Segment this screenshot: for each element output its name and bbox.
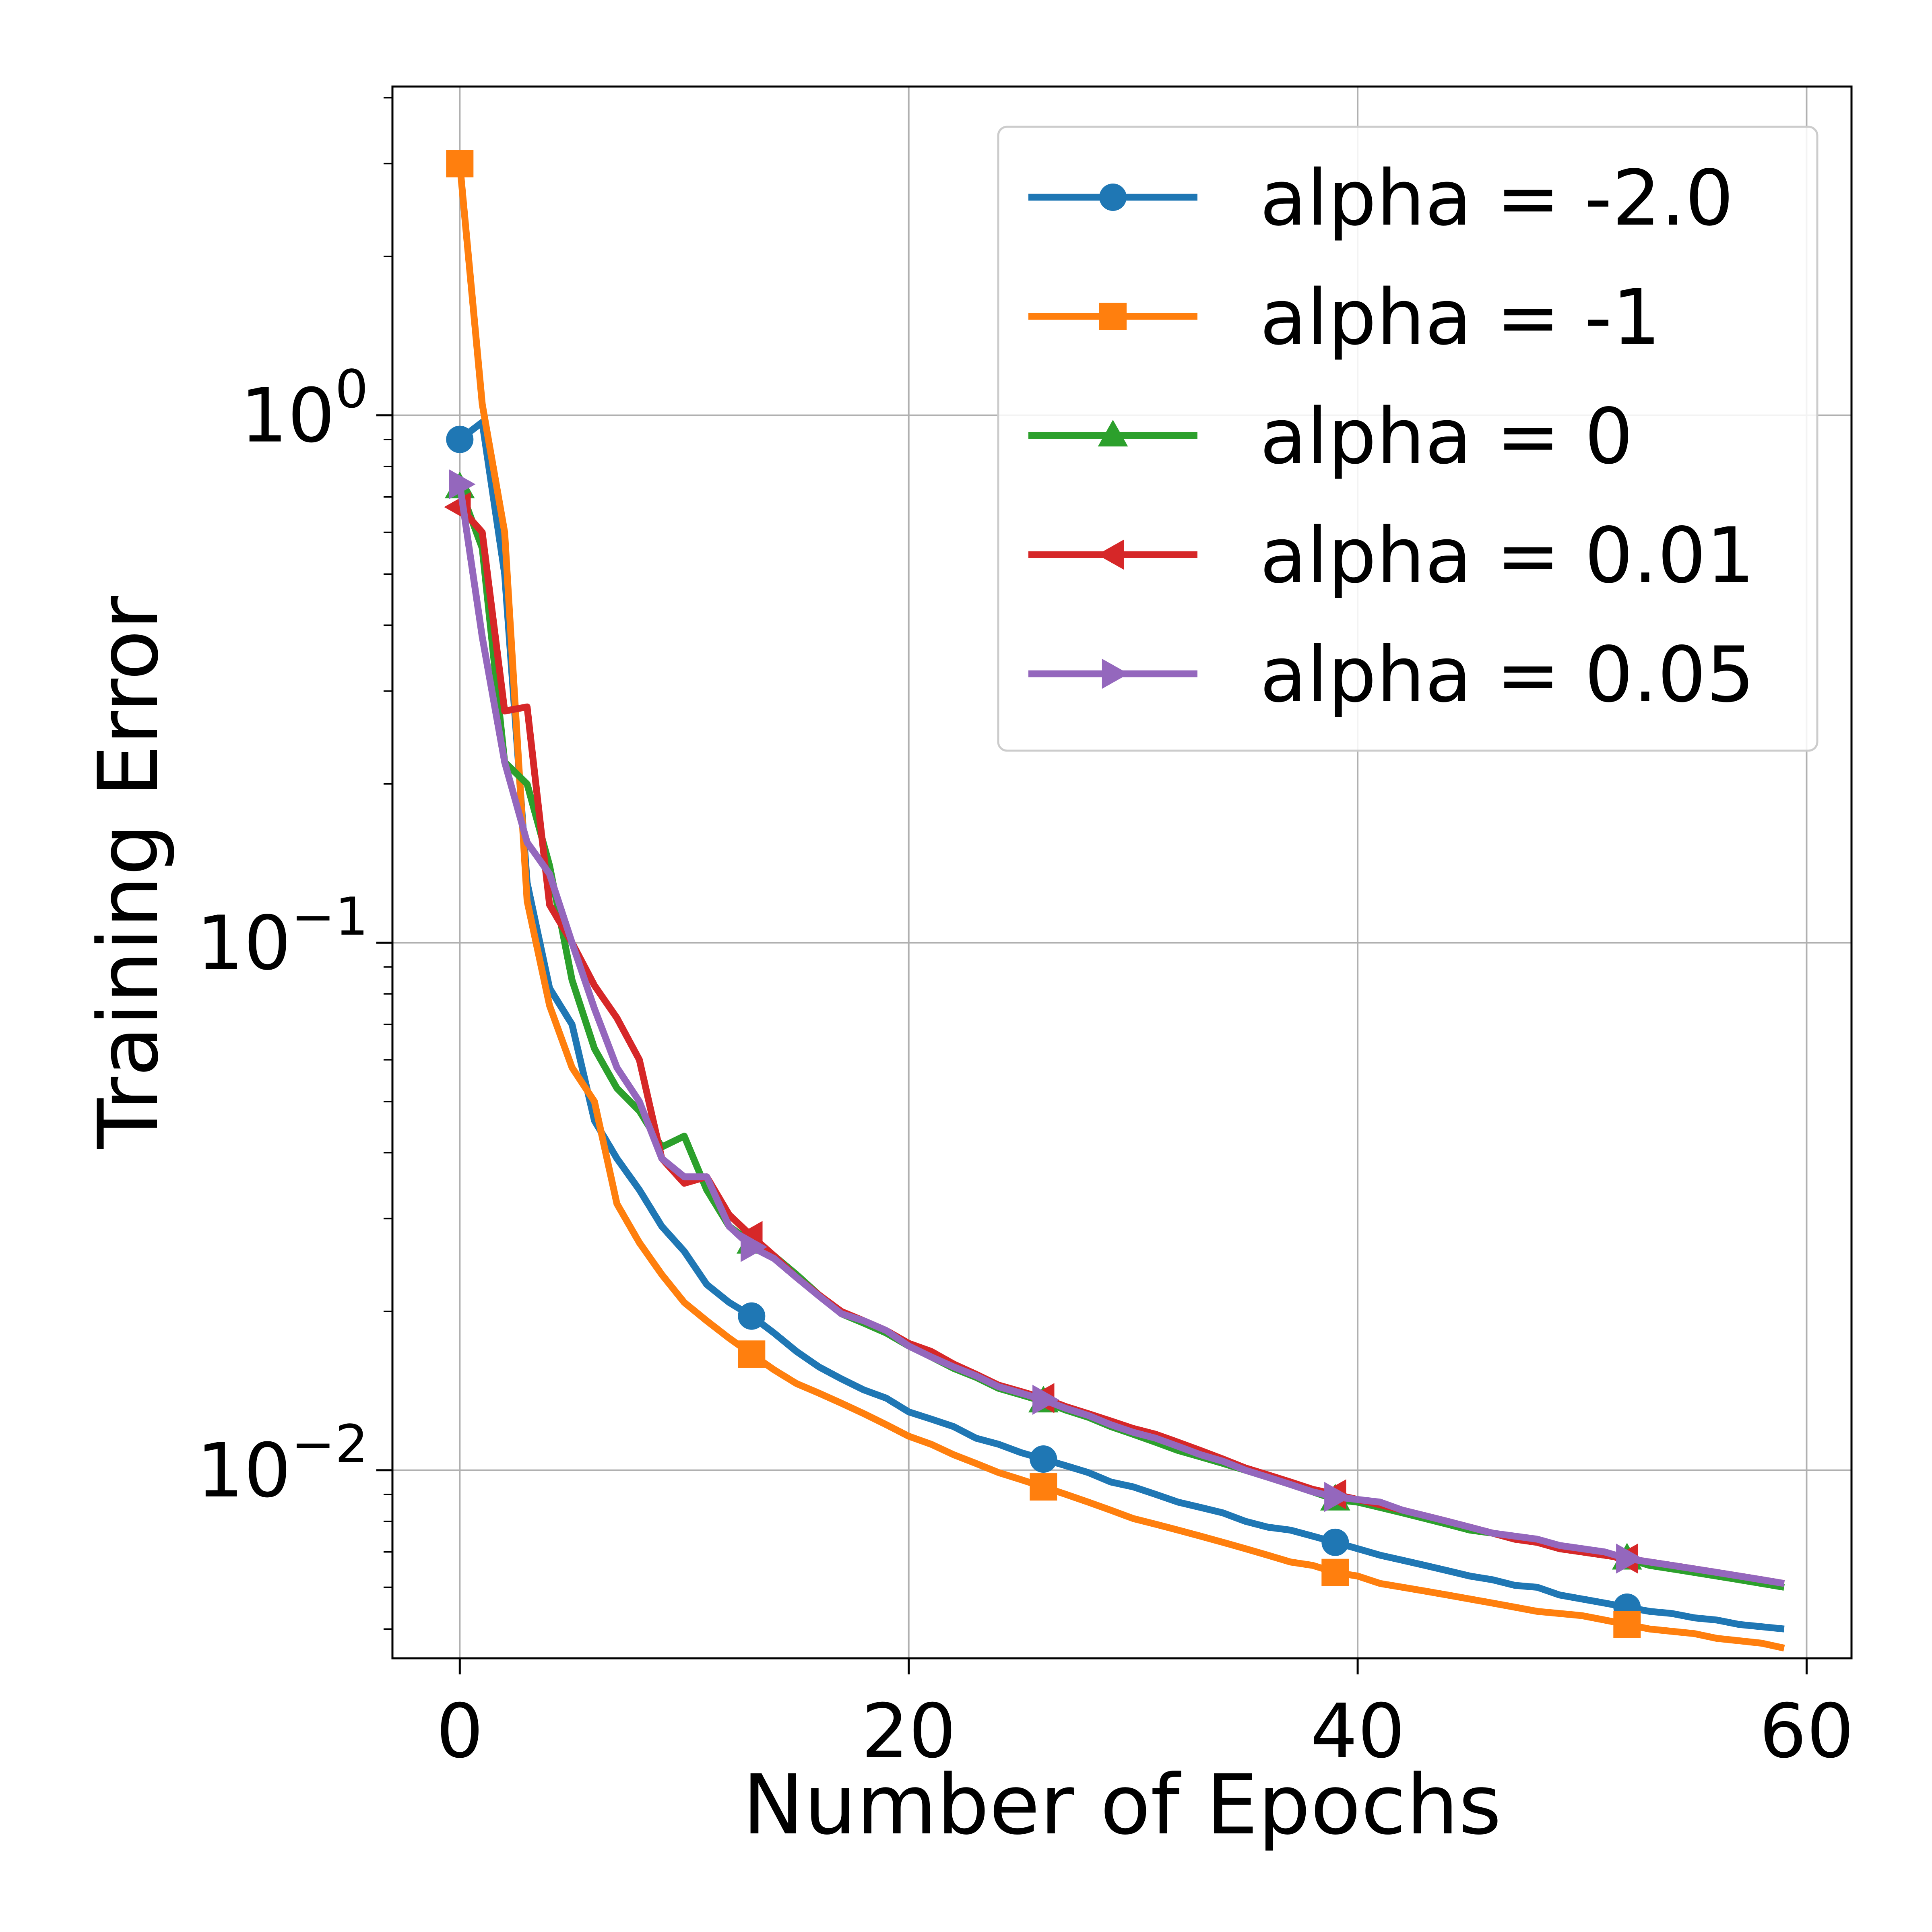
legend-label: alpha = -1 — [1260, 273, 1661, 362]
legend-label: alpha = 0.01 — [1260, 511, 1755, 600]
x-axis-label: Number of Epochs — [743, 1757, 1502, 1853]
legend: alpha = -2.0 alpha = -1 alpha = 0 alpha = 0… — [997, 126, 1818, 752]
data-point-marker — [738, 1302, 766, 1330]
series-1 — [446, 419, 1785, 1633]
plot-frame — [391, 85, 1853, 1660]
x-tick-label: 20 — [861, 1688, 956, 1775]
legend-label: alpha = -2.0 — [1260, 154, 1734, 243]
data-point-marker — [741, 1232, 768, 1262]
legend-item: alpha = -1 — [1028, 273, 1661, 362]
data-point-marker — [1321, 1558, 1349, 1586]
data-point-marker — [1616, 1543, 1643, 1574]
data-point-marker — [1324, 1482, 1351, 1512]
data-point-marker — [449, 469, 476, 500]
legend-item: alpha = 0.05 — [1028, 630, 1755, 719]
legend-item: alpha = -2.0 — [1028, 154, 1734, 243]
legend-item: alpha = 0.01 — [1028, 511, 1755, 600]
x-tick-label: 0 — [436, 1688, 483, 1775]
series-5 — [449, 469, 1785, 1587]
legend-marker — [1102, 658, 1129, 689]
legend-marker — [1097, 539, 1124, 570]
axis-ticks: 0 20 40 60 100 10−1 10−2 — [196, 97, 1854, 1775]
data-point-marker — [1032, 1385, 1059, 1415]
data-point-marker — [1030, 1445, 1057, 1473]
series-line — [456, 163, 1785, 1652]
y-axis-label: Training Error — [81, 596, 177, 1149]
legend-marker — [1098, 419, 1128, 447]
data-point-marker — [1321, 1528, 1349, 1556]
legend-box — [997, 126, 1818, 752]
series-line — [456, 483, 1785, 1587]
y-tick-label: 100 — [240, 359, 368, 459]
series-lines — [444, 150, 1785, 1652]
legend-label: alpha = 0 — [1260, 392, 1633, 481]
legend-marker — [1099, 184, 1127, 211]
data-point-marker — [1613, 1610, 1641, 1638]
series-2 — [446, 150, 1785, 1652]
data-point-marker — [446, 150, 474, 178]
data-point-marker — [738, 1340, 766, 1368]
x-tick-label: 60 — [1759, 1688, 1854, 1775]
data-point-marker — [1030, 1473, 1057, 1501]
y-tick-label: 10−1 — [196, 886, 368, 987]
y-tick-label: 10−2 — [196, 1414, 368, 1514]
legend-item: alpha = 0 — [1028, 392, 1633, 481]
legend-marker — [1099, 303, 1127, 330]
legend-label: alpha = 0.05 — [1260, 630, 1755, 719]
series-line — [458, 419, 1785, 1633]
x-tick-label: 40 — [1310, 1688, 1405, 1775]
data-point-marker — [446, 425, 474, 453]
